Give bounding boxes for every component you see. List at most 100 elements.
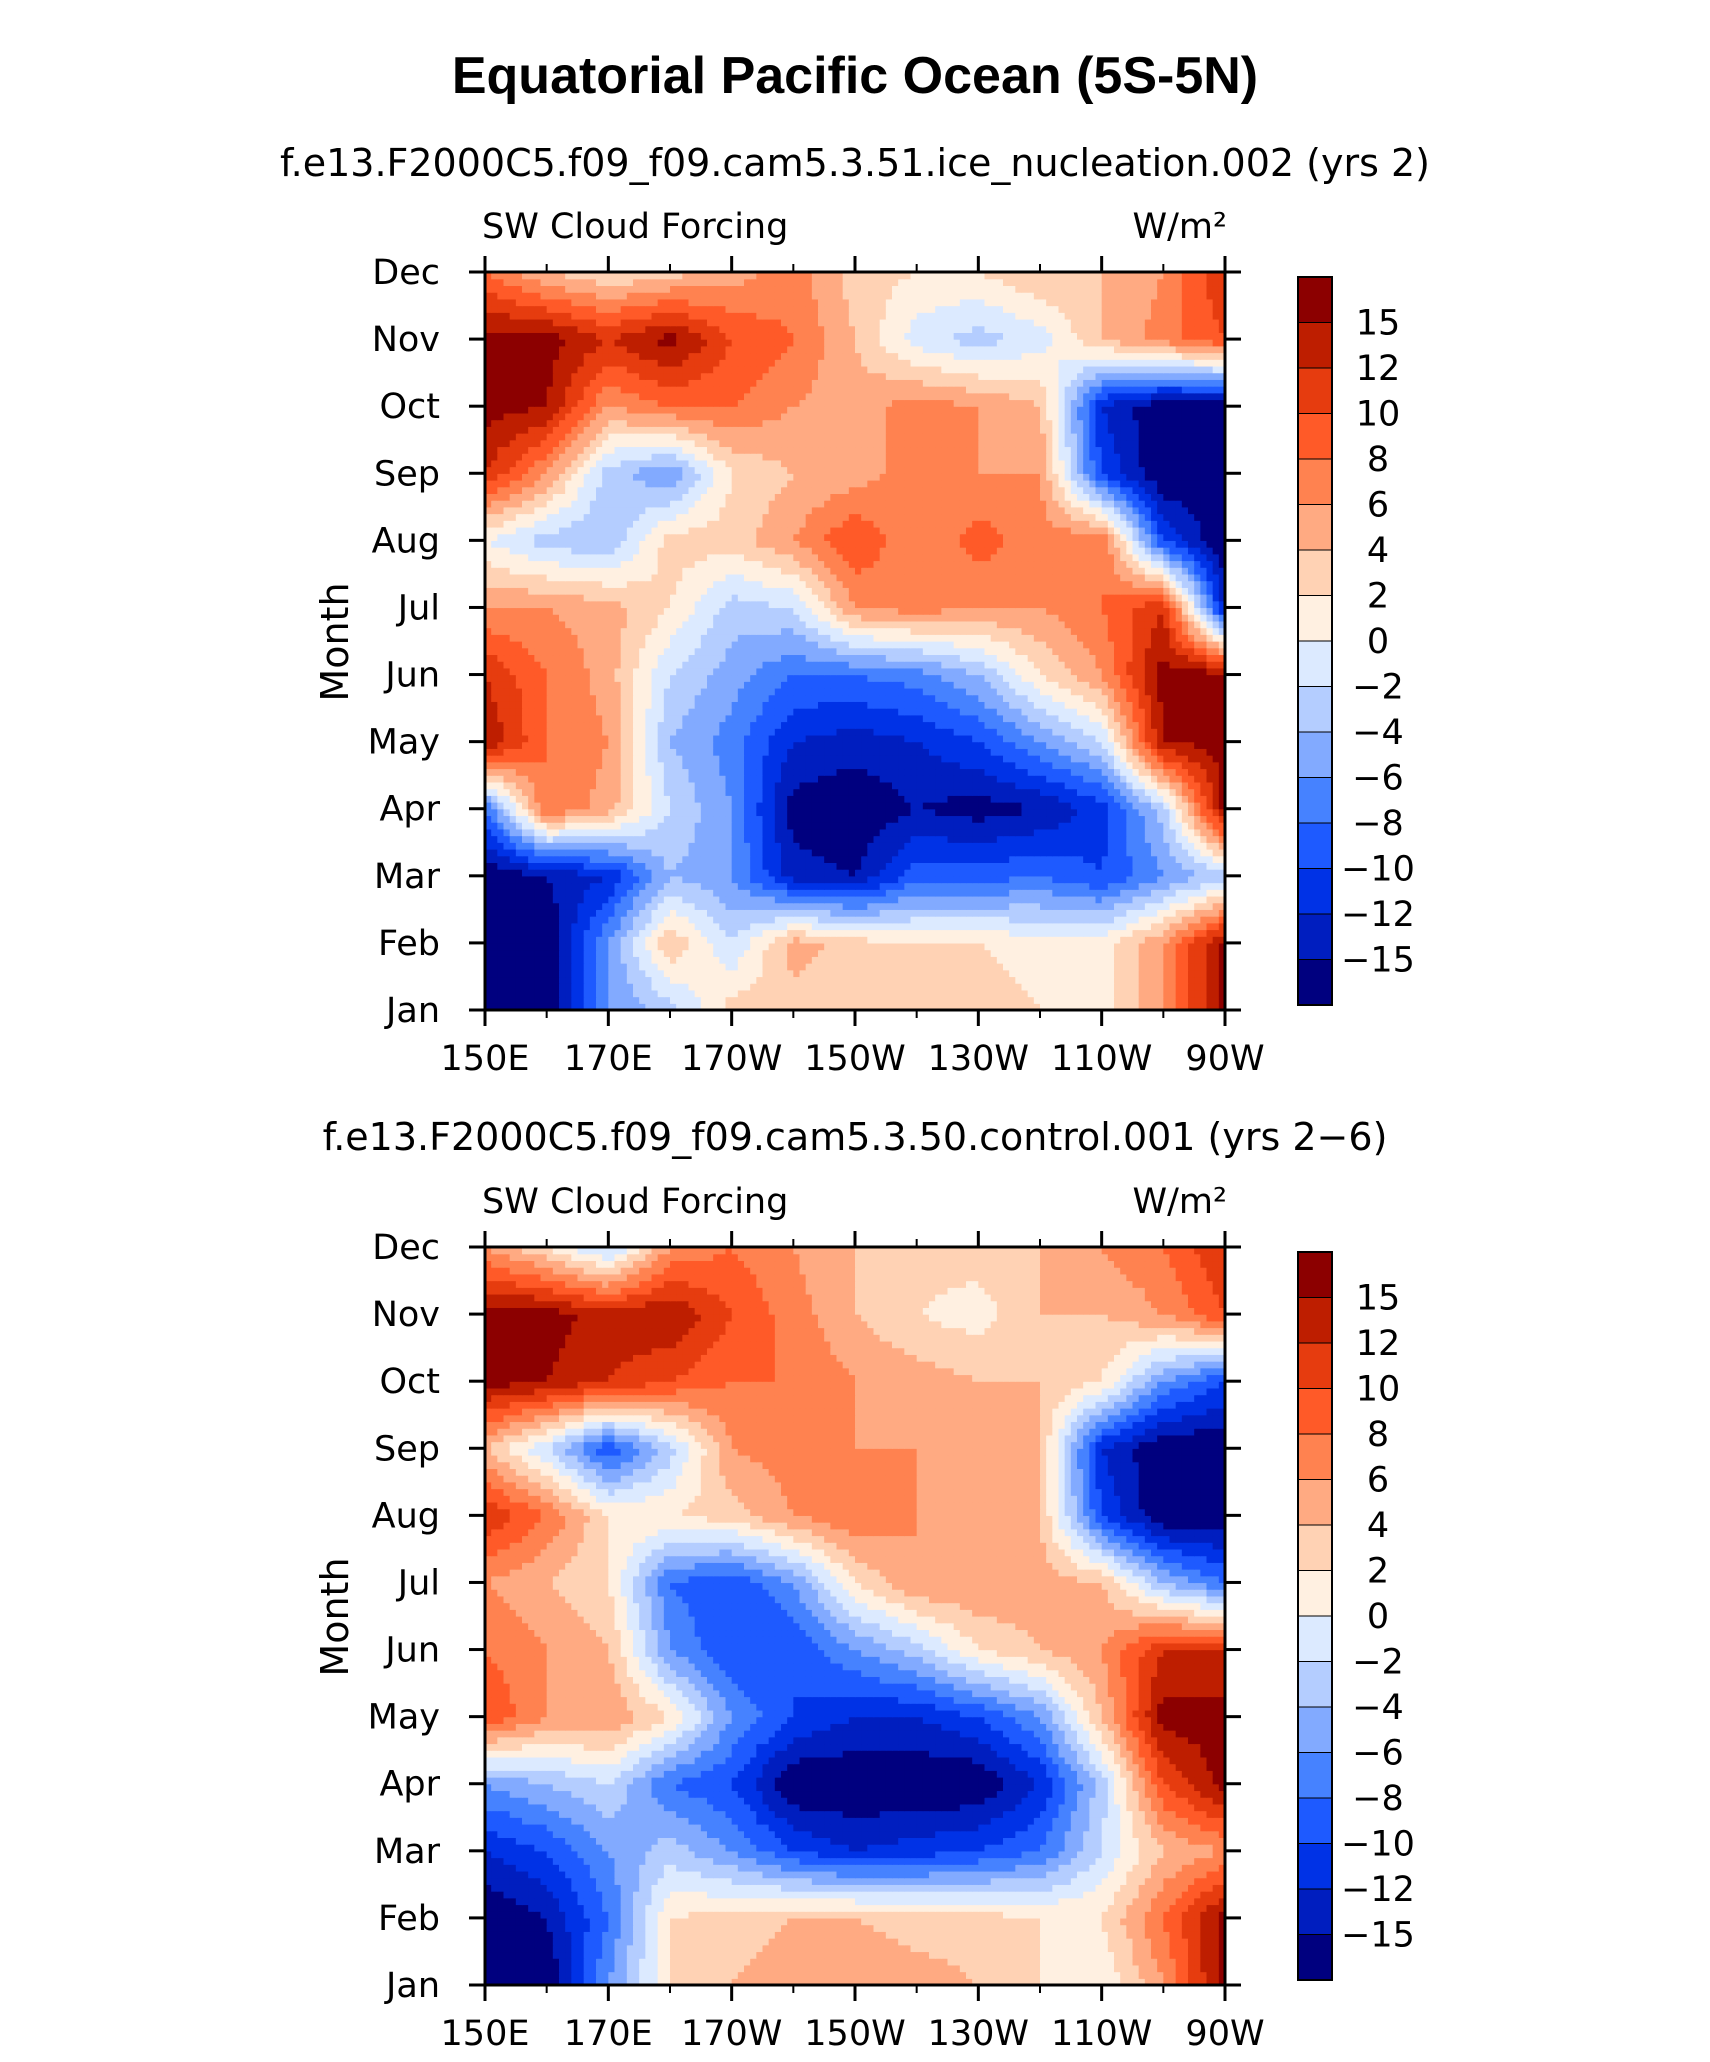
heatmap-cell	[811, 976, 819, 984]
heatmap-cell	[1157, 969, 1164, 978]
heatmap-cell	[515, 815, 523, 823]
heatmap-cell	[1095, 734, 1103, 743]
heatmap-cell	[799, 902, 807, 910]
heatmap-cell	[540, 909, 548, 917]
heatmap-cell	[707, 976, 714, 984]
heatmap-cell	[719, 922, 727, 931]
heatmap-cell	[1120, 802, 1127, 810]
heatmap-cell	[972, 755, 979, 763]
heatmap-cell	[861, 755, 868, 763]
heatmap-cell	[978, 969, 986, 978]
heatmap-cell	[1046, 855, 1053, 863]
heatmap-cell	[682, 768, 690, 776]
heatmap-cell	[898, 748, 905, 756]
heatmap-cell	[1138, 902, 1146, 910]
heatmap-cell	[688, 956, 696, 964]
heatmap-cell	[990, 942, 998, 951]
heatmap-cell	[626, 775, 634, 783]
heatmap-cell	[1194, 802, 1201, 810]
heatmap-cell	[540, 768, 548, 776]
heatmap-cell	[959, 755, 967, 763]
heatmap-cell	[1114, 942, 1121, 951]
heatmap-cell	[1126, 949, 1134, 957]
heatmap-cell	[805, 989, 813, 998]
heatmap-cell	[898, 741, 905, 749]
heatmap-cell	[966, 976, 973, 984]
heatmap-cell	[1003, 942, 1010, 951]
heatmap-cell	[1003, 828, 1010, 837]
panel-ice-nucleation: f.e13.F2000C5.f09_f09.cam5.3.51.ice_nucl…	[280, 141, 1430, 1079]
heatmap-cell	[522, 822, 529, 830]
heatmap-cell	[1175, 889, 1183, 897]
heatmap-cell	[713, 969, 720, 978]
heatmap-cell	[1218, 963, 1225, 971]
heatmap-cell	[552, 855, 560, 863]
heatmap-cell	[1003, 781, 1010, 790]
heatmap-cell	[787, 741, 794, 749]
heatmap-cell	[1089, 775, 1097, 783]
heatmap-cell	[1015, 795, 1023, 803]
heatmap-cell	[744, 983, 751, 991]
heatmap-cell	[793, 889, 801, 897]
heatmap-cell	[1206, 895, 1214, 904]
heatmap-cell	[879, 808, 887, 817]
heatmap-cell	[1095, 963, 1103, 971]
heatmap-cell	[1003, 775, 1010, 783]
heatmap-cell	[528, 748, 535, 756]
heatmap-cell	[534, 828, 542, 837]
heatmap-cell	[1052, 761, 1060, 770]
heatmap-cell	[497, 929, 505, 937]
heatmap-cell	[602, 996, 609, 1004]
heatmap-cell	[602, 936, 609, 944]
heatmap-cell	[509, 916, 517, 924]
heatmap-cell	[528, 989, 535, 998]
heatmap-cell	[1101, 755, 1109, 763]
heatmap-cell	[959, 822, 967, 830]
heatmap-cell	[713, 822, 720, 830]
heatmap-cell	[1188, 768, 1195, 776]
heatmap-cell	[491, 855, 498, 863]
heatmap-cell	[491, 996, 498, 1004]
heatmap-cell	[1070, 822, 1078, 830]
heatmap-cell	[885, 734, 893, 743]
heatmap-cell	[978, 956, 986, 964]
heatmap-cell	[867, 895, 875, 904]
heatmap-cell	[966, 734, 973, 743]
heatmap-cell	[1003, 862, 1010, 870]
heatmap-cell	[1027, 741, 1035, 749]
heatmap-cell	[873, 922, 881, 931]
heatmap-cell	[879, 828, 887, 837]
heatmap-cell	[633, 808, 640, 817]
heatmap-cell	[1194, 929, 1201, 937]
heatmap-cell	[614, 815, 622, 823]
heatmap-cell	[731, 795, 739, 803]
heatmap-cell	[941, 949, 949, 957]
heatmap-cell	[546, 875, 554, 884]
heatmap-cell	[1033, 942, 1041, 951]
heatmap-cell	[596, 909, 603, 917]
heatmap-cell	[1181, 835, 1189, 843]
heatmap-cell	[1138, 781, 1146, 790]
heatmap-cell	[633, 802, 640, 810]
heatmap-cell	[898, 768, 905, 776]
heatmap-cell	[1046, 963, 1053, 971]
heatmap-cell	[626, 755, 634, 763]
heatmap-cell	[596, 734, 603, 743]
heatmap-cell	[657, 755, 665, 763]
heatmap-cell	[990, 855, 998, 863]
heatmap-cell	[861, 748, 868, 756]
heatmap-cell	[1194, 956, 1201, 964]
heatmap-cell	[1114, 875, 1121, 884]
heatmap-cell	[602, 828, 609, 837]
heatmap-cell	[1188, 808, 1195, 817]
heatmap-cell	[1151, 996, 1158, 1004]
heatmap-cell	[528, 775, 535, 783]
heatmap-cell	[1218, 889, 1225, 897]
heatmap-cell	[972, 848, 979, 857]
heatmap-cell	[688, 795, 696, 803]
heatmap-cell	[879, 875, 887, 884]
heatmap-cell	[873, 761, 881, 770]
heatmap-cell	[892, 775, 899, 783]
heatmap-cell	[774, 969, 782, 978]
heatmap-cell	[941, 942, 949, 951]
